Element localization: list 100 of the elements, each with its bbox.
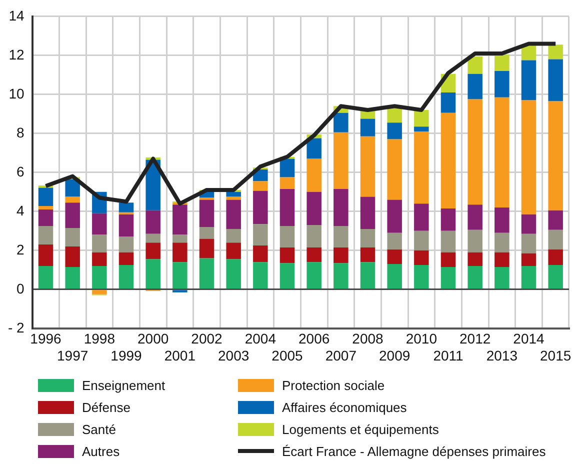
bar — [521, 46, 536, 60]
bar — [280, 263, 295, 289]
bar — [65, 196, 80, 203]
bar — [494, 208, 510, 233]
bar — [253, 224, 268, 246]
x-tick-label: 2013 — [486, 347, 518, 364]
y-tick-label: - 2 — [8, 319, 25, 336]
y-tick-label: 14 — [8, 7, 25, 24]
bar — [65, 228, 80, 246]
x-tick-label: 2007 — [325, 347, 357, 364]
bar — [360, 247, 376, 262]
bar — [548, 44, 563, 60]
bar — [440, 208, 456, 231]
bar — [414, 110, 429, 127]
x-tick-label: 2015 — [540, 347, 572, 364]
bar — [280, 177, 295, 189]
bar — [118, 214, 134, 237]
bar — [280, 188, 295, 226]
y-tick-label: 6 — [16, 163, 25, 180]
bar — [387, 139, 402, 200]
bar — [414, 250, 429, 266]
bar — [118, 236, 134, 252]
bar — [280, 226, 295, 248]
legend-label: Protection sociale — [282, 378, 385, 392]
bar — [414, 230, 429, 250]
bar — [199, 238, 214, 258]
bar — [548, 59, 563, 102]
bar — [92, 290, 107, 294]
bar — [468, 99, 482, 205]
bar — [65, 202, 80, 228]
bar — [440, 252, 456, 267]
bar — [146, 259, 160, 289]
bar — [494, 232, 510, 252]
legend-label: Défense — [82, 400, 130, 414]
bar — [360, 228, 376, 248]
bar — [38, 226, 54, 245]
bar — [65, 266, 80, 289]
bar — [306, 247, 322, 262]
bar — [280, 247, 295, 264]
bar — [360, 262, 376, 289]
bar — [360, 110, 376, 119]
y-tick-label: 10 — [8, 85, 25, 102]
bar — [334, 112, 348, 132]
bar — [334, 132, 348, 189]
bar — [172, 262, 188, 289]
bar — [306, 158, 322, 192]
bar — [360, 196, 376, 229]
bar — [387, 122, 402, 140]
bar — [38, 266, 54, 289]
bar — [253, 190, 268, 224]
bar — [92, 234, 107, 252]
bar — [92, 252, 107, 266]
x-tick-label: 2008 — [352, 330, 384, 347]
bar — [387, 264, 402, 289]
bar — [440, 230, 456, 252]
bar — [38, 206, 54, 210]
bar — [521, 100, 536, 214]
x-tick-label: 2006 — [298, 330, 330, 347]
bar — [118, 265, 134, 289]
x-tick-label: 2010 — [406, 330, 438, 347]
bar — [334, 226, 348, 248]
bar — [468, 252, 482, 266]
x-tick-label: 2005 — [272, 347, 304, 364]
bar — [360, 136, 376, 197]
bar — [468, 230, 482, 252]
bar — [494, 71, 510, 98]
bar — [306, 138, 322, 159]
bar — [414, 131, 429, 204]
bar — [118, 252, 134, 266]
bar — [440, 92, 456, 113]
x-tick-label: 1996 — [30, 330, 62, 347]
x-tick-label: 2004 — [244, 330, 276, 347]
bar — [92, 266, 107, 289]
bar — [387, 108, 402, 123]
legend-label: Santé — [82, 422, 116, 436]
bar — [172, 204, 188, 235]
bar — [118, 202, 134, 212]
x-tick-label: 2002 — [191, 330, 223, 347]
x-tick-label: 2014 — [513, 330, 545, 347]
bar — [334, 247, 348, 264]
bar — [494, 266, 510, 289]
bar — [468, 266, 482, 289]
bar — [494, 97, 510, 208]
y-tick-label: 12 — [8, 46, 25, 62]
bar — [226, 242, 241, 260]
bar — [334, 188, 348, 226]
bar — [253, 246, 268, 262]
bar — [494, 252, 510, 267]
bar — [306, 225, 322, 248]
x-tick-label: 1999 — [110, 347, 142, 364]
bar — [521, 234, 536, 254]
legend-label: Autres — [82, 444, 120, 458]
bar — [146, 210, 160, 234]
legend-label: Écart France - Allemagne dépenses primaires — [282, 444, 546, 458]
bar — [468, 74, 482, 100]
bar — [38, 188, 54, 206]
x-tick-label: 1997 — [57, 347, 88, 364]
x-tick-label: 2001 — [164, 347, 196, 364]
bar — [414, 204, 429, 231]
bar — [387, 249, 402, 264]
